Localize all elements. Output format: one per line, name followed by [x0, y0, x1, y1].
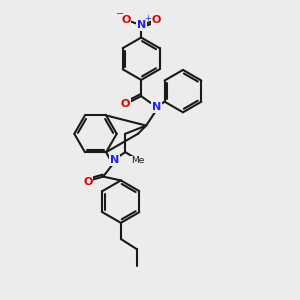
Text: O: O: [121, 15, 130, 25]
Text: N: N: [110, 155, 119, 165]
Text: N: N: [152, 102, 161, 112]
Text: Me: Me: [131, 157, 144, 166]
Text: −: −: [116, 9, 124, 19]
Text: N: N: [136, 20, 146, 30]
Text: O: O: [152, 15, 161, 25]
Text: O: O: [83, 177, 93, 187]
Text: +: +: [144, 14, 151, 23]
Text: O: O: [120, 99, 130, 110]
